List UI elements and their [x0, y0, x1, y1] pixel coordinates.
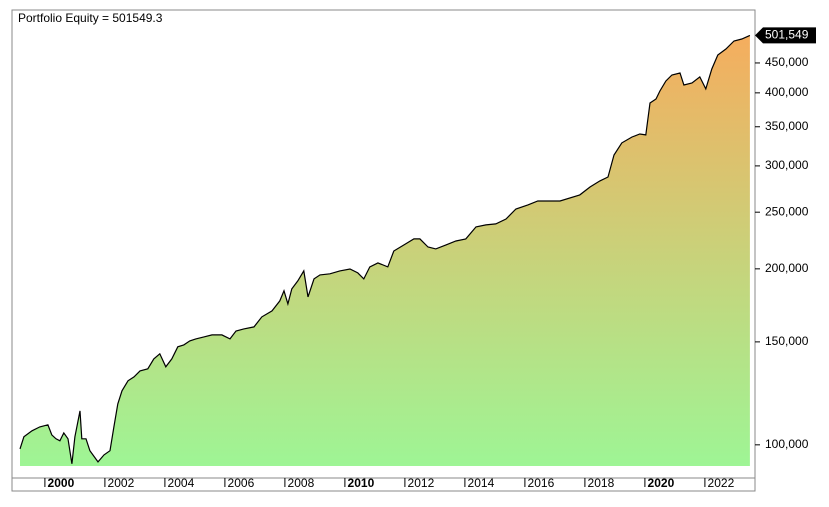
y-tick-label: 250,000 [765, 204, 809, 218]
x-tick-label: 2022 [708, 476, 735, 490]
y-tick-label: 300,000 [765, 158, 809, 172]
x-tick-label: 2012 [408, 476, 435, 490]
x-tick-label: 2000 [48, 476, 75, 490]
x-tick-label: 2010 [348, 476, 375, 490]
x-tick-label: 2016 [528, 476, 555, 490]
y-tick-label: 350,000 [765, 119, 809, 133]
equity-area [20, 35, 750, 467]
y-tick-label: 100,000 [765, 437, 809, 451]
y-tick-label: 400,000 [765, 85, 809, 99]
x-tick-label: 2014 [468, 476, 495, 490]
x-tick-label: 2002 [108, 476, 135, 490]
last-value-label: 501,549 [765, 28, 809, 42]
chart-title: Portfolio Equity = 501549.3 [18, 11, 163, 25]
y-tick-label: 200,000 [765, 261, 809, 275]
x-tick-label: 2020 [648, 476, 675, 490]
y-tick-label: 450,000 [765, 55, 809, 69]
last-value-tag [755, 27, 816, 44]
x-tick-label: 2008 [288, 476, 315, 490]
x-tick-label: 2004 [168, 476, 195, 490]
x-tick-label: 2018 [588, 476, 615, 490]
equity-line [19, 34, 751, 464]
y-tick-label: 150,000 [765, 334, 809, 348]
x-tick-label: 2006 [228, 476, 255, 490]
x-axis-strip [11, 477, 756, 492]
